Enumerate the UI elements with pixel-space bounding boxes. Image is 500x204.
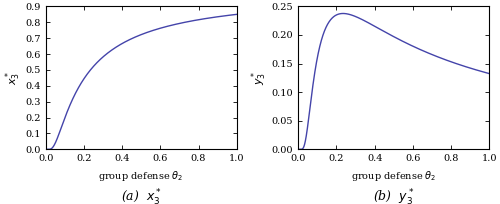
Y-axis label: $y_3^*$: $y_3^*$ [250, 71, 269, 85]
X-axis label: group defense $\theta_2$: group defense $\theta_2$ [351, 169, 436, 183]
Text: (b)  $y_3^*$: (b) $y_3^*$ [373, 188, 414, 204]
Text: (a)  $x_3^*$: (a) $x_3^*$ [120, 188, 162, 204]
X-axis label: group defense $\theta_2$: group defense $\theta_2$ [98, 169, 184, 183]
Y-axis label: $x_3^*$: $x_3^*$ [3, 71, 22, 85]
